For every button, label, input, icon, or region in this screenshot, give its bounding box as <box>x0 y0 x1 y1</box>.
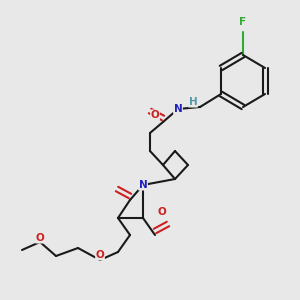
Text: O: O <box>158 207 166 217</box>
Text: O: O <box>36 233 44 243</box>
Text: H: H <box>189 97 197 107</box>
Text: O: O <box>96 250 104 260</box>
Text: N: N <box>174 104 182 114</box>
Text: O: O <box>151 110 159 120</box>
Text: N: N <box>139 180 147 190</box>
Text: F: F <box>239 17 247 27</box>
